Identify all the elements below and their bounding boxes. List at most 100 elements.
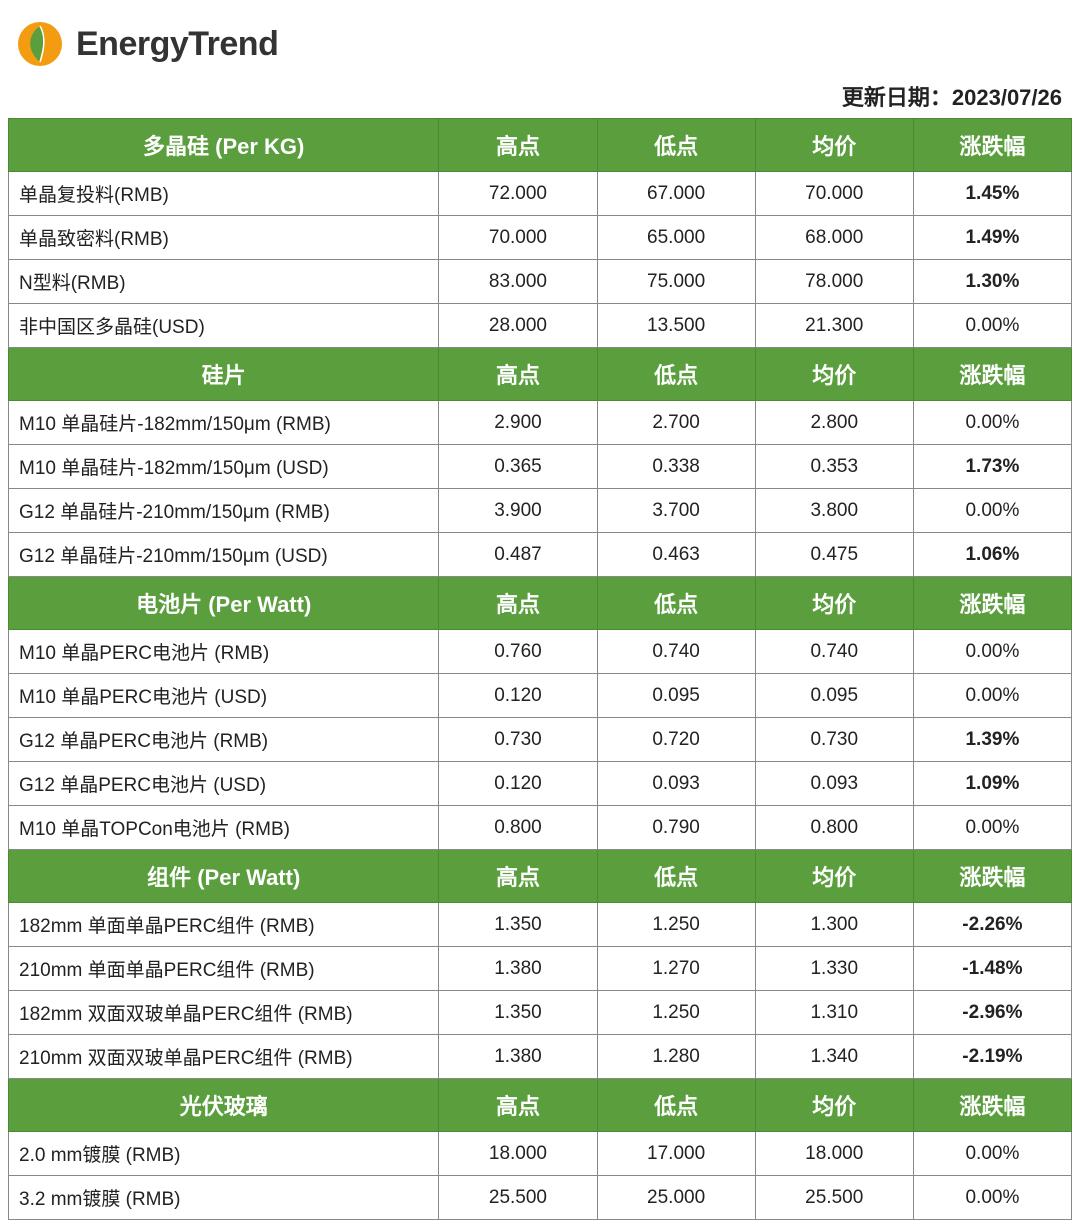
cell-high: 1.350 (439, 903, 597, 947)
row-label: 单晶致密料(RMB) (9, 216, 439, 260)
cell-avg: 0.093 (755, 762, 913, 806)
row-label: 182mm 单面单晶PERC组件 (RMB) (9, 903, 439, 947)
cell-low: 0.740 (597, 630, 755, 674)
column-header: 高点 (439, 577, 597, 630)
cell-low: 2.700 (597, 401, 755, 445)
cell-low: 1.250 (597, 991, 755, 1035)
leaf-icon (16, 20, 64, 68)
cell-high: 0.487 (439, 533, 597, 577)
cell-avg: 0.353 (755, 445, 913, 489)
column-header: 低点 (597, 850, 755, 903)
row-label: G12 单晶PERC电池片 (RMB) (9, 718, 439, 762)
cell-avg: 2.800 (755, 401, 913, 445)
cell-high: 0.365 (439, 445, 597, 489)
table-row: M10 单晶硅片-182mm/150μm (RMB)2.9002.7002.80… (9, 401, 1072, 445)
cell-avg: 0.730 (755, 718, 913, 762)
cell-high: 72.000 (439, 172, 597, 216)
column-header: 涨跌幅 (913, 1079, 1071, 1132)
cell-change: 1.39% (913, 718, 1071, 762)
cell-high: 0.760 (439, 630, 597, 674)
table-row: 182mm 双面双玻单晶PERC组件 (RMB)1.3501.2501.310-… (9, 991, 1072, 1035)
table-row: 210mm 单面单晶PERC组件 (RMB)1.3801.2701.330-1.… (9, 947, 1072, 991)
cell-low: 17.000 (597, 1132, 755, 1176)
cell-low: 0.338 (597, 445, 755, 489)
row-label: 单晶复投料(RMB) (9, 172, 439, 216)
cell-avg: 18.000 (755, 1132, 913, 1176)
cell-low: 65.000 (597, 216, 755, 260)
page: EnergyTrend 更新日期：2023/07/26 多晶硅 (Per KG)… (8, 8, 1072, 1220)
cell-avg: 21.300 (755, 304, 913, 348)
table-row: N型料(RMB)83.00075.00078.0001.30% (9, 260, 1072, 304)
update-label: 更新日期： (842, 85, 952, 110)
table-row: 单晶致密料(RMB)70.00065.00068.0001.49% (9, 216, 1072, 260)
column-header: 均价 (755, 577, 913, 630)
cell-high: 25.500 (439, 1176, 597, 1220)
row-label: N型料(RMB) (9, 260, 439, 304)
update-date-row: 更新日期：2023/07/26 (8, 76, 1072, 118)
cell-avg: 1.300 (755, 903, 913, 947)
cell-high: 70.000 (439, 216, 597, 260)
cell-avg: 0.095 (755, 674, 913, 718)
cell-avg: 68.000 (755, 216, 913, 260)
column-header: 均价 (755, 1079, 913, 1132)
cell-avg: 0.475 (755, 533, 913, 577)
row-label: 3.2 mm镀膜 (RMB) (9, 1176, 439, 1220)
row-label: 182mm 双面双玻单晶PERC组件 (RMB) (9, 991, 439, 1035)
table-row: 2.0 mm镀膜 (RMB)18.00017.00018.0000.00% (9, 1132, 1072, 1176)
cell-low: 1.280 (597, 1035, 755, 1079)
cell-low: 3.700 (597, 489, 755, 533)
table-row: 182mm 单面单晶PERC组件 (RMB)1.3501.2501.300-2.… (9, 903, 1072, 947)
cell-change: 1.30% (913, 260, 1071, 304)
section-header: 电池片 (Per Watt) (9, 577, 439, 630)
row-label: M10 单晶PERC电池片 (RMB) (9, 630, 439, 674)
cell-avg: 78.000 (755, 260, 913, 304)
cell-change: 0.00% (913, 401, 1071, 445)
cell-change: 0.00% (913, 1176, 1071, 1220)
cell-avg: 1.330 (755, 947, 913, 991)
row-label: 2.0 mm镀膜 (RMB) (9, 1132, 439, 1176)
section-header: 光伏玻璃 (9, 1079, 439, 1132)
cell-low: 0.463 (597, 533, 755, 577)
cell-high: 0.730 (439, 718, 597, 762)
column-header: 高点 (439, 850, 597, 903)
cell-avg: 25.500 (755, 1176, 913, 1220)
cell-high: 83.000 (439, 260, 597, 304)
cell-change: -2.96% (913, 991, 1071, 1035)
cell-change: 0.00% (913, 1132, 1071, 1176)
column-header: 低点 (597, 577, 755, 630)
cell-change: 1.09% (913, 762, 1071, 806)
cell-low: 0.720 (597, 718, 755, 762)
section-header: 组件 (Per Watt) (9, 850, 439, 903)
column-header: 均价 (755, 119, 913, 172)
column-header: 高点 (439, 348, 597, 401)
cell-change: 0.00% (913, 806, 1071, 850)
cell-change: 0.00% (913, 674, 1071, 718)
table-row: 210mm 双面双玻单晶PERC组件 (RMB)1.3801.2801.340-… (9, 1035, 1072, 1079)
row-label: G12 单晶PERC电池片 (USD) (9, 762, 439, 806)
row-label: M10 单晶PERC电池片 (USD) (9, 674, 439, 718)
cell-change: 1.06% (913, 533, 1071, 577)
cell-change: 0.00% (913, 304, 1071, 348)
cell-high: 18.000 (439, 1132, 597, 1176)
table-row: 3.2 mm镀膜 (RMB)25.50025.00025.5000.00% (9, 1176, 1072, 1220)
cell-low: 13.500 (597, 304, 755, 348)
cell-change: 1.49% (913, 216, 1071, 260)
cell-change: 0.00% (913, 489, 1071, 533)
cell-change: 1.45% (913, 172, 1071, 216)
cell-high: 2.900 (439, 401, 597, 445)
column-header: 低点 (597, 1079, 755, 1132)
cell-high: 1.380 (439, 947, 597, 991)
cell-change: -2.26% (913, 903, 1071, 947)
column-header: 涨跌幅 (913, 119, 1071, 172)
cell-change: -1.48% (913, 947, 1071, 991)
row-label: G12 单晶硅片-210mm/150μm (RMB) (9, 489, 439, 533)
column-header: 低点 (597, 348, 755, 401)
cell-avg: 3.800 (755, 489, 913, 533)
table-row: G12 单晶PERC电池片 (RMB)0.7300.7200.7301.39% (9, 718, 1072, 762)
cell-low: 75.000 (597, 260, 755, 304)
table-row: M10 单晶硅片-182mm/150μm (USD)0.3650.3380.35… (9, 445, 1072, 489)
price-table: 多晶硅 (Per KG)高点低点均价涨跌幅单晶复投料(RMB)72.00067.… (8, 118, 1072, 1220)
cell-change: -2.19% (913, 1035, 1071, 1079)
section-header: 多晶硅 (Per KG) (9, 119, 439, 172)
cell-high: 28.000 (439, 304, 597, 348)
